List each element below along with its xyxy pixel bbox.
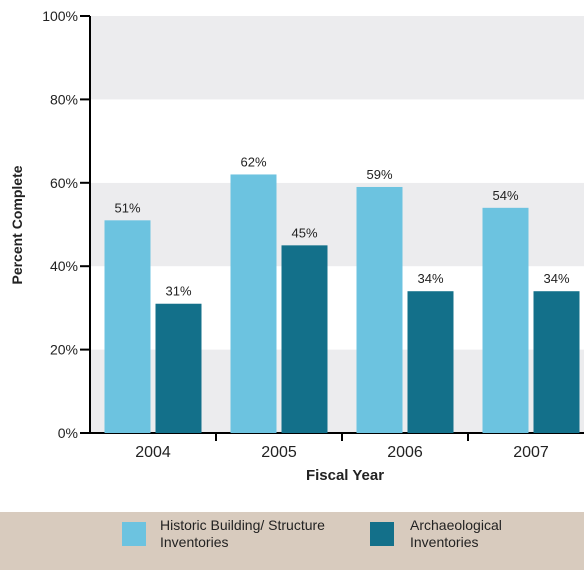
data-label: 54%	[492, 188, 518, 203]
data-label: 51%	[114, 200, 140, 215]
data-label: 62%	[240, 154, 266, 169]
y-tick-label: 40%	[50, 258, 78, 274]
plot-band	[90, 99, 584, 183]
x-tick-label: 2005	[261, 444, 297, 461]
data-label: 31%	[165, 284, 191, 299]
y-axis-title: Percent Complete	[9, 165, 25, 284]
legend-swatch	[122, 522, 146, 546]
data-label: 45%	[291, 225, 317, 240]
legend-label: Archaeological Inventories	[410, 517, 502, 550]
bar	[281, 245, 328, 433]
bar	[482, 207, 529, 433]
x-axis-title: Fiscal Year	[306, 467, 384, 484]
plot-band	[90, 16, 584, 100]
y-tick-label: 100%	[42, 8, 78, 24]
y-tick-label: 20%	[50, 342, 78, 358]
bar	[356, 186, 403, 433]
bar	[104, 220, 151, 433]
data-label: 34%	[417, 271, 443, 286]
data-label: 59%	[366, 167, 392, 182]
bar	[155, 303, 202, 433]
x-tick-label: 2004	[135, 444, 171, 461]
bar	[533, 291, 580, 433]
legend: Historic Building/ Structure Inventories…	[0, 512, 584, 570]
y-tick-label: 60%	[50, 175, 78, 191]
legend-swatch	[370, 522, 394, 546]
chart: Percent Complete Fiscal Year 0% 20% 40% 60%…	[9, 8, 584, 484]
data-label: 34%	[543, 271, 569, 286]
x-tick-label: 2006	[387, 444, 423, 461]
legend-label: Historic Building/ Structure Inventories	[160, 517, 325, 550]
bar	[407, 291, 454, 433]
y-tick-label: 80%	[50, 91, 78, 107]
x-tick-label: 2007	[513, 444, 549, 461]
bar	[230, 174, 277, 433]
y-tick-label: 0%	[58, 425, 78, 441]
